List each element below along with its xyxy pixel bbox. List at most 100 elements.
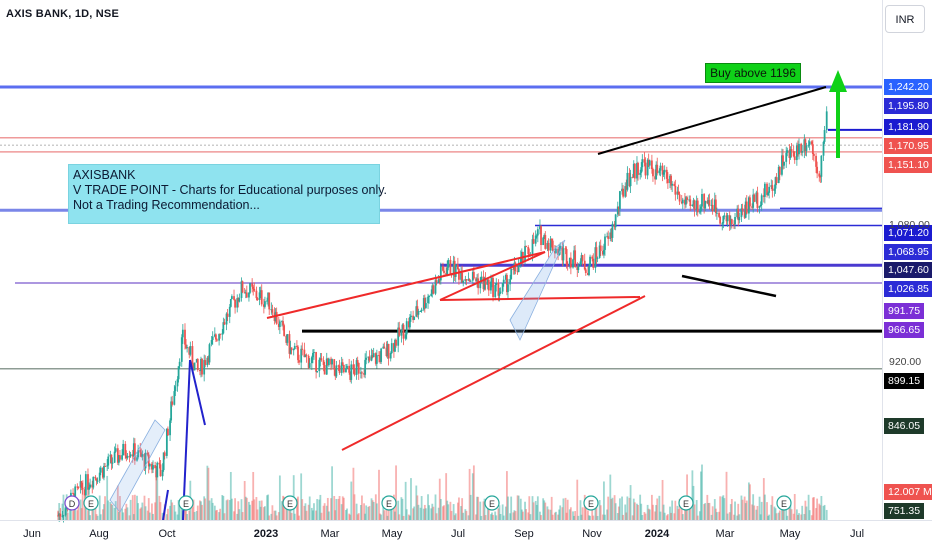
volume-bar (711, 506, 714, 520)
candle-body (475, 278, 477, 282)
candle-body (662, 172, 665, 175)
volume-bar (734, 501, 736, 520)
candle-body (278, 321, 281, 327)
volume-bar (104, 496, 106, 520)
candle-body (707, 200, 710, 204)
candle-body (338, 365, 341, 373)
candle-body (691, 204, 694, 206)
volume-bar (495, 515, 498, 520)
candle-body (423, 298, 426, 308)
volume-bar (622, 514, 625, 520)
volume-bar (551, 514, 554, 520)
candle-body (245, 292, 248, 298)
candle-body (244, 292, 247, 294)
candle-body (334, 369, 337, 377)
volume-bar (661, 479, 664, 520)
volume-bar (357, 513, 360, 520)
volume-bar (797, 514, 799, 520)
candle-body (357, 362, 360, 374)
candle-body (686, 197, 688, 200)
candle-body (185, 344, 187, 348)
candle-body (458, 269, 460, 280)
candle-body (643, 159, 646, 163)
candle-body (370, 355, 373, 361)
candle-body (161, 470, 164, 477)
volume-bar (315, 510, 318, 520)
volume-bar (745, 500, 748, 520)
volume-bar (652, 504, 654, 520)
volume-bar (298, 515, 300, 520)
candle-body (594, 247, 597, 268)
candle-body (793, 156, 796, 161)
candle-body (566, 264, 569, 266)
volume-bar (92, 505, 95, 520)
volume-bar (447, 504, 450, 520)
candle-body (374, 353, 377, 364)
volume-bar (740, 495, 743, 520)
candle-body (95, 478, 98, 481)
volume-bar (550, 496, 553, 520)
volume-bar (218, 512, 220, 520)
volume-bar (211, 502, 214, 520)
volume-bar (110, 503, 113, 520)
candle-body (818, 173, 821, 177)
currency-button[interactable]: INR (885, 5, 925, 33)
volume-bar (677, 509, 680, 520)
volume-bar (513, 510, 516, 520)
volume-bar (430, 508, 433, 520)
volume-bar (774, 508, 777, 520)
volume-bar (290, 512, 293, 520)
candle-body (184, 329, 186, 345)
volume-bar (733, 514, 735, 520)
time-tick: Mar (320, 528, 340, 540)
volume-bar (743, 496, 746, 520)
candle-body (524, 246, 526, 262)
volume-bar (116, 485, 119, 520)
candle-body (228, 306, 231, 317)
volume-bar (749, 484, 751, 520)
candle-body (499, 291, 502, 294)
volume-bar (106, 475, 109, 520)
time-tick: Sep (514, 528, 534, 540)
volume-bar (641, 514, 644, 520)
volume-bar (141, 502, 144, 520)
candle-body (267, 292, 270, 301)
candle-body (701, 194, 703, 207)
candle-body (767, 192, 769, 195)
volume-bar (379, 513, 381, 520)
candle-body (647, 159, 650, 166)
candle-body (517, 264, 520, 273)
candle-body (167, 428, 169, 436)
volume-bar (603, 481, 605, 520)
volume-bar (188, 510, 191, 520)
volume-bar (267, 494, 270, 520)
volume-bar (234, 498, 236, 520)
candle-body (816, 166, 819, 174)
candle-body (255, 290, 258, 299)
candle-body (561, 245, 564, 261)
candle-body (704, 200, 707, 209)
candle-body (603, 249, 605, 255)
candle-body (163, 452, 166, 456)
volume-bar (355, 503, 358, 520)
volume-bar (285, 504, 288, 520)
candle-body (121, 455, 123, 460)
volume-bar (422, 508, 425, 520)
candle-body (348, 365, 351, 373)
price-tick: 920.00 (889, 356, 922, 368)
volume-bar (640, 503, 643, 520)
volume-bar (452, 504, 455, 520)
volume-bar (207, 467, 210, 520)
volume-bar (786, 515, 789, 520)
volume-bar (102, 509, 104, 520)
volume-bar (214, 510, 217, 520)
candle-body (596, 257, 599, 259)
volume-bar (487, 503, 490, 520)
volume-bar (137, 503, 139, 520)
candle-body (460, 272, 462, 280)
candle-body (290, 347, 293, 351)
volume-bar (707, 503, 710, 520)
candle-body (57, 515, 60, 517)
candle-body (275, 311, 278, 324)
volume-bar (437, 507, 440, 520)
